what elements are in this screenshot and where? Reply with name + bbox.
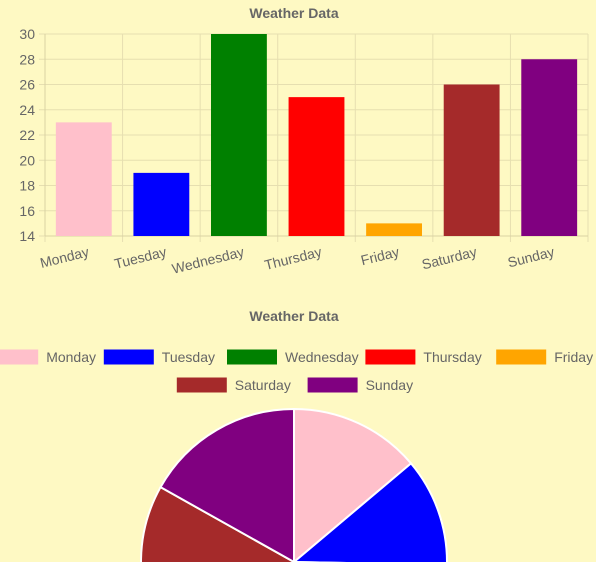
legend-item-wednesday: Wednesday xyxy=(227,349,359,365)
y-tick-label: 24 xyxy=(19,102,35,118)
legend-swatch xyxy=(365,349,416,365)
bar-chart-x-axis: Monday Tuesday Wednesday Thursday Friday Satu… xyxy=(38,243,556,276)
legend-swatch xyxy=(307,377,358,393)
x-tick-label: Monday xyxy=(38,243,90,271)
legend-swatch xyxy=(103,349,154,365)
legend-item-thursday: Thursday xyxy=(365,349,482,365)
bar-saturday xyxy=(443,84,500,236)
legend-item-tuesday: Tuesday xyxy=(103,349,215,365)
pie-chart: Weather Data Monday Tuesday Wednesday Thurs… xyxy=(0,308,593,562)
y-tick-label: 14 xyxy=(19,228,35,244)
legend-label: Monday xyxy=(46,349,96,365)
bar-chart-y-axis: 14 16 18 20 22 24 26 28 30 xyxy=(19,26,35,244)
bar-friday xyxy=(366,223,422,236)
pie-slice-saturday xyxy=(140,485,297,562)
y-tick-label: 26 xyxy=(19,77,35,93)
bar-chart: Weather Data 14 16 18 20 22 24 26 28 30 Monday Tu… xyxy=(19,5,589,277)
legend-swatch xyxy=(0,349,39,365)
y-tick-label: 22 xyxy=(19,127,35,143)
pie-chart-title: Weather Data xyxy=(249,308,338,324)
legend-item-monday: Monday xyxy=(0,349,96,365)
x-tick-label: Saturday xyxy=(420,243,478,272)
pie-slice-sunday xyxy=(159,407,295,562)
bar-monday xyxy=(55,122,112,236)
y-tick-label: 20 xyxy=(19,152,35,168)
legend-label: Tuesday xyxy=(162,349,215,365)
bar-tuesday xyxy=(133,172,190,236)
x-tick-label: Wednesday xyxy=(170,243,245,276)
bar-thursday xyxy=(288,97,345,236)
pie-chart-slices xyxy=(140,407,448,562)
y-tick-label: 18 xyxy=(19,178,35,194)
legend-item-sunday: Sunday xyxy=(307,377,413,393)
legend-swatch xyxy=(176,377,227,393)
x-tick-label: Friday xyxy=(359,243,401,268)
bar-chart-title: Weather Data xyxy=(249,5,338,21)
x-tick-label: Sunday xyxy=(506,243,556,270)
y-tick-label: 16 xyxy=(19,203,35,219)
legend-label: Thursday xyxy=(423,349,481,365)
bar-sunday xyxy=(521,59,578,236)
legend-label: Sunday xyxy=(366,377,413,393)
legend-item-saturday: Saturday xyxy=(176,377,291,393)
pie-chart-legend: Monday Tuesday Wednesday Thursday Friday Satu… xyxy=(0,349,593,393)
legend-label: Saturday xyxy=(235,377,291,393)
legend-label: Friday xyxy=(554,349,593,365)
x-tick-label: Tuesday xyxy=(113,243,168,271)
x-tick-label: Thursday xyxy=(263,243,323,273)
legend-swatch xyxy=(496,349,547,365)
y-tick-label: 28 xyxy=(19,51,35,67)
pie-slice-tuesday xyxy=(292,461,448,562)
bar-chart-bars xyxy=(55,34,578,236)
bar-wednesday xyxy=(211,34,267,236)
y-tick-label: 30 xyxy=(19,26,35,42)
legend-swatch xyxy=(227,349,277,365)
pie-slice-monday xyxy=(293,407,413,562)
legend-label: Wednesday xyxy=(285,349,359,365)
legend-item-friday: Friday xyxy=(496,349,593,365)
